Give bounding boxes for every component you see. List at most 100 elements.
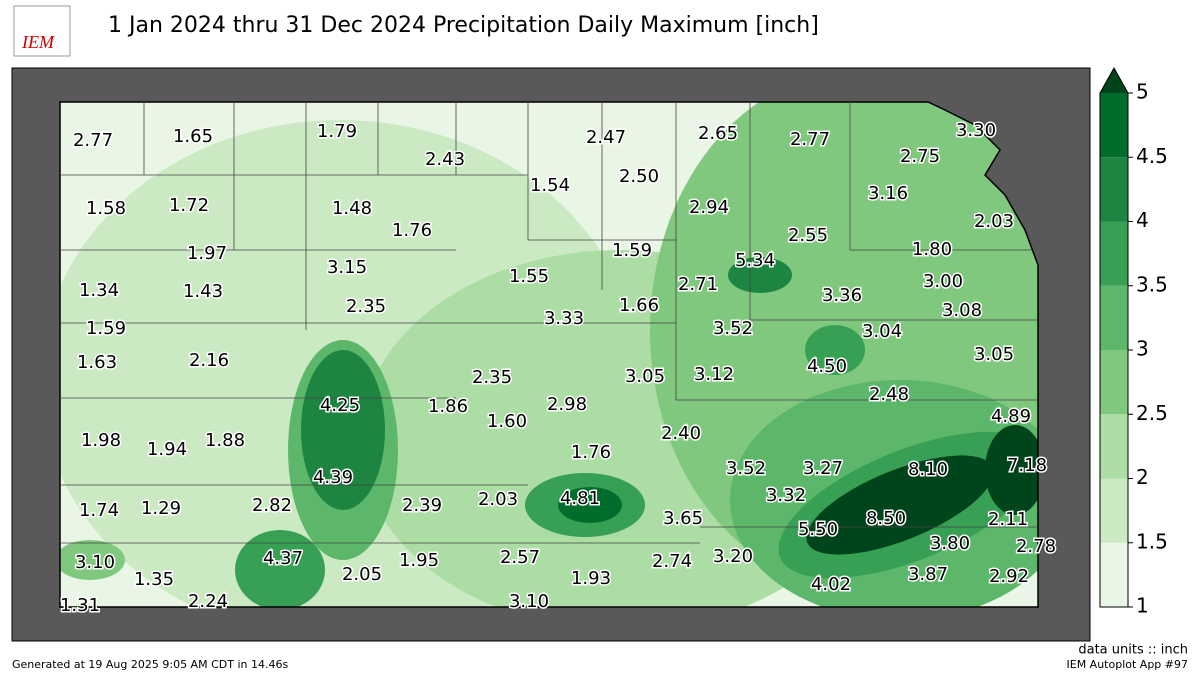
colorbar-swatch [1100,285,1128,350]
station-value: 2.35 [472,367,512,388]
station-value: 1.59 [86,318,126,339]
station-value: 1.66 [619,295,659,316]
station-value: 2.48 [869,384,909,405]
station-value: 3.16 [868,183,908,204]
station-value: 3.80 [930,533,970,554]
colorbar-swatch [1100,93,1128,158]
station-value: 3.36 [822,285,862,306]
colorbar-extend [1100,68,1128,93]
station-value: 3.65 [663,508,703,529]
station-value: 3.00 [923,271,963,292]
station-value: 3.15 [327,257,367,278]
station-value: 2.35 [346,296,386,317]
station-value: 3.05 [625,366,665,387]
station-value: 3.10 [75,552,115,573]
station-value: 8.10 [908,459,948,480]
station-value: 7.18 [1007,455,1047,476]
colorbar-tick-label: 5 [1136,80,1149,104]
station-value: 1.60 [487,411,527,432]
logo-box [13,5,71,57]
station-value: 2.57 [500,547,540,568]
station-value: 3.87 [908,564,948,585]
station-value: 1.58 [86,198,126,219]
state-border [59,101,1039,608]
station-value: 2.77 [73,130,113,151]
station-value: 1.74 [79,500,119,521]
station-value: 1.79 [317,121,357,142]
station-value: 2.74 [652,551,692,572]
station-value: 4.81 [560,488,600,509]
station-value: 1.31 [60,595,100,616]
station-value: 1.72 [169,195,209,216]
station-value: 1.48 [332,198,372,219]
station-value: 1.76 [392,220,432,241]
station-value: 4.50 [807,356,847,377]
station-value: 2.82 [252,495,292,516]
units-note: data units :: inch [1078,643,1188,658]
station-value: 2.78 [1016,536,1056,557]
station-value: 2.43 [425,149,465,170]
colorbar-tick-label: 2.5 [1136,401,1168,425]
station-value: 1.43 [183,281,223,302]
station-value: 5.34 [735,250,775,271]
station-value: 1.93 [571,568,611,589]
station-value: 8.50 [866,508,906,529]
station-value: 2.94 [689,197,729,218]
station-value: 2.40 [661,423,701,444]
station-value: 1.80 [912,239,952,260]
station-value: 1.94 [147,439,187,460]
station-value: 2.55 [788,225,828,246]
station-value: 5.50 [798,519,838,540]
station-value: 4.39 [313,467,353,488]
station-value: 2.50 [619,166,659,187]
station-value: 3.04 [862,321,902,342]
contour-fill [60,102,1038,607]
station-value: 2.03 [974,211,1014,232]
colorbar-swatch [1100,157,1128,222]
colorbar-outline [1099,66,1129,608]
colorbar-swatch [1100,478,1128,543]
station-value: 2.65 [698,123,738,144]
station-value: 1.54 [530,175,570,196]
station-value: 1.98 [81,430,121,451]
station-value: 1.95 [399,550,439,571]
colorbar-tick-label: 3 [1136,337,1149,361]
station-value: 4.02 [811,574,851,595]
station-value: 1.76 [571,442,611,463]
station-value: 3.27 [803,458,843,479]
station-value: 4.37 [263,548,303,569]
station-value: 4.25 [320,395,360,416]
station-value: 1.63 [77,352,117,373]
station-value: 2.92 [989,566,1029,587]
title: 1 Jan 2024 thru 31 Dec 2024 Precipitatio… [108,13,819,38]
colorbar-tick-label: 4.5 [1136,144,1168,168]
station-value: 2.39 [402,495,442,516]
station-value: 2.16 [189,350,229,371]
colorbar-tick-label: 4 [1136,208,1149,232]
station-value: 2.47 [586,127,626,148]
station-value: 2.75 [900,146,940,167]
footer-left: Generated at 19 Aug 2025 9:05 AM CDT in … [12,658,288,671]
station-value: 3.08 [942,300,982,321]
station-value: 4.89 [991,406,1031,427]
station-value: 3.52 [713,318,753,339]
station-value: 1.88 [205,430,245,451]
station-value: 1.35 [134,569,174,590]
station-value: 1.29 [141,498,181,519]
colorbar-tick-label: 1.5 [1136,529,1168,553]
station-value: 1.97 [187,243,227,264]
station-value: 3.33 [544,308,584,329]
station-value: 1.65 [173,126,213,147]
station-value: 3.20 [713,546,753,567]
station-value: 3.05 [974,344,1014,365]
colorbar-swatch [1100,542,1128,607]
station-value: 2.24 [188,591,228,612]
station-value: 1.59 [612,240,652,261]
station-value: 1.86 [428,396,468,417]
station-value: 2.03 [478,489,518,510]
logo: IEM [21,32,55,52]
station-value: 3.52 [726,458,766,479]
station-value: 2.71 [678,274,718,295]
station-value: 3.12 [694,364,734,385]
